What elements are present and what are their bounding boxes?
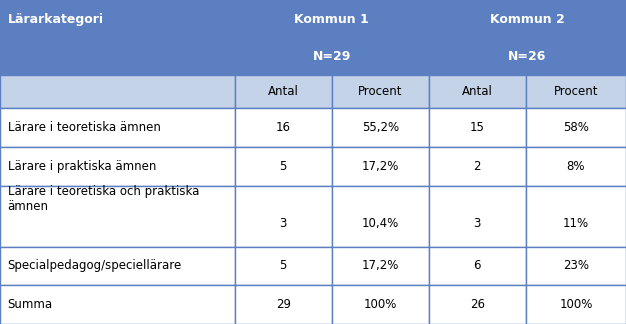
- Text: Lärare i praktiska ämnen: Lärare i praktiska ämnen: [8, 160, 156, 173]
- Text: 100%: 100%: [364, 298, 397, 311]
- Bar: [332, 247, 429, 285]
- Text: 15: 15: [470, 121, 485, 134]
- Bar: [235, 285, 332, 324]
- Text: 55,2%: 55,2%: [362, 121, 399, 134]
- Text: Lärarkategori: Lärarkategori: [8, 13, 103, 26]
- Text: 26: 26: [470, 298, 485, 311]
- Bar: [235, 0, 429, 39]
- Bar: [526, 285, 626, 324]
- Bar: [0, 108, 235, 147]
- Text: 2: 2: [474, 160, 481, 173]
- Bar: [332, 285, 429, 324]
- Bar: [0, 285, 235, 324]
- Text: 100%: 100%: [559, 298, 593, 311]
- Bar: [235, 147, 332, 186]
- Text: Procent: Procent: [358, 85, 403, 98]
- Bar: [526, 108, 626, 147]
- Bar: [332, 75, 429, 108]
- Bar: [429, 39, 626, 75]
- Bar: [332, 147, 429, 186]
- Text: N=29: N=29: [312, 51, 351, 64]
- Bar: [235, 75, 332, 108]
- Text: Kommun 1: Kommun 1: [294, 13, 369, 26]
- Text: 5: 5: [280, 260, 287, 272]
- Bar: [235, 108, 332, 147]
- Bar: [235, 247, 332, 285]
- Bar: [429, 0, 626, 39]
- Text: Lärare i teoretiska ämnen: Lärare i teoretiska ämnen: [8, 121, 160, 134]
- Bar: [0, 75, 235, 108]
- Bar: [332, 108, 429, 147]
- Text: Specialpedagog/speciellärare: Specialpedagog/speciellärare: [8, 260, 182, 272]
- Text: 17,2%: 17,2%: [362, 160, 399, 173]
- Bar: [526, 247, 626, 285]
- Text: 10,4%: 10,4%: [362, 217, 399, 230]
- Bar: [429, 147, 526, 186]
- Text: 17,2%: 17,2%: [362, 260, 399, 272]
- Bar: [526, 75, 626, 108]
- Bar: [429, 186, 526, 247]
- Text: 3: 3: [280, 217, 287, 230]
- Bar: [0, 186, 235, 247]
- Bar: [429, 75, 526, 108]
- Text: 23%: 23%: [563, 260, 589, 272]
- Text: Procent: Procent: [553, 85, 598, 98]
- Text: Summa: Summa: [8, 298, 53, 311]
- Text: 3: 3: [474, 217, 481, 230]
- Bar: [0, 147, 235, 186]
- Text: 8%: 8%: [567, 160, 585, 173]
- Bar: [0, 247, 235, 285]
- Text: 6: 6: [474, 260, 481, 272]
- Text: Antal: Antal: [462, 85, 493, 98]
- Text: 58%: 58%: [563, 121, 589, 134]
- Bar: [429, 285, 526, 324]
- Text: Kommun 2: Kommun 2: [490, 13, 565, 26]
- Bar: [0, 39, 235, 75]
- Bar: [235, 39, 429, 75]
- Bar: [235, 186, 332, 247]
- Bar: [429, 108, 526, 147]
- Text: Lärare i teoretiska och praktiska
ämnen: Lärare i teoretiska och praktiska ämnen: [8, 185, 199, 213]
- Bar: [526, 147, 626, 186]
- Text: 16: 16: [276, 121, 290, 134]
- Text: 29: 29: [276, 298, 290, 311]
- Bar: [0, 0, 235, 39]
- Bar: [332, 186, 429, 247]
- Text: 11%: 11%: [563, 217, 589, 230]
- Bar: [429, 247, 526, 285]
- Text: 5: 5: [280, 160, 287, 173]
- Text: N=26: N=26: [508, 51, 546, 64]
- Bar: [526, 186, 626, 247]
- Text: Antal: Antal: [268, 85, 299, 98]
